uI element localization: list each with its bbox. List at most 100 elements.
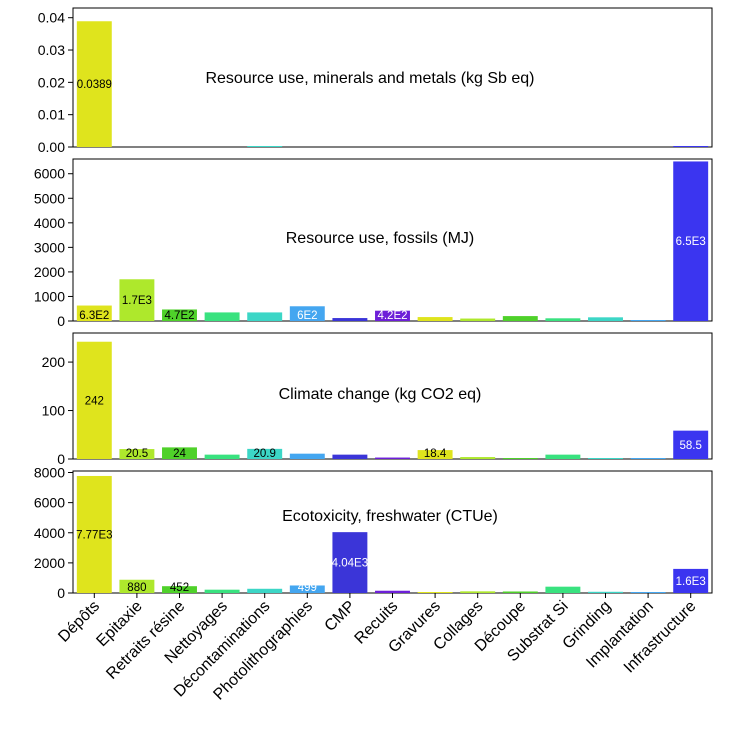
plot-frame xyxy=(72,470,713,594)
bar-8 xyxy=(375,590,410,593)
data-label: 0.0389 xyxy=(77,79,112,91)
bar-5 xyxy=(247,146,283,147)
y-tick-label: 0.04 xyxy=(38,10,65,26)
data-label: 6.3E2 xyxy=(79,310,109,322)
panel-1: 0.00 0.01 0.02 0.03 0.04 0.0389 Resource use, … xyxy=(38,7,713,155)
data-label: 6E2 xyxy=(297,310,317,322)
bar-3 xyxy=(162,309,197,321)
bar-5 xyxy=(247,448,283,459)
bar-8 xyxy=(375,457,410,459)
bar-1 xyxy=(76,21,112,148)
bar-9 xyxy=(417,592,453,593)
y-tick-label: 100 xyxy=(42,403,66,419)
bar-5 xyxy=(247,588,283,593)
data-label: 20.5 xyxy=(126,448,148,460)
bar-1 xyxy=(76,305,112,321)
data-label: 4.2E2 xyxy=(377,310,407,322)
bar-14 xyxy=(630,458,666,459)
data-label: 24 xyxy=(173,448,186,460)
y-tick-label: 6000 xyxy=(34,166,65,182)
bar-4 xyxy=(204,589,240,593)
bar-7 xyxy=(332,532,368,593)
data-label: 58.5 xyxy=(680,440,702,452)
y-tick-label: 0 xyxy=(57,585,65,601)
bar-4 xyxy=(204,454,240,459)
bar-2 xyxy=(119,279,155,321)
bar-6 xyxy=(289,306,325,321)
data-label: 452 xyxy=(170,582,189,594)
data-label: 4.7E2 xyxy=(164,310,194,322)
bar-7 xyxy=(332,318,368,321)
y-tick-label: 0.01 xyxy=(38,107,65,123)
x-tick-label: CMP xyxy=(322,598,359,635)
y-tick-label: 2000 xyxy=(34,555,65,571)
bar-8 xyxy=(375,310,410,321)
bar-10 xyxy=(460,318,496,321)
bar-1 xyxy=(76,475,112,593)
bar-14 xyxy=(630,592,666,593)
y-tick-label: 0.03 xyxy=(38,42,65,58)
y-tick-label: 6000 xyxy=(34,495,65,511)
bar-13 xyxy=(588,458,623,459)
bar-2 xyxy=(119,449,155,459)
bar-11 xyxy=(502,591,538,593)
bar-11 xyxy=(502,316,538,321)
bar-9 xyxy=(417,317,453,321)
panel-2: 0 1000 2000 3000 4000 5000 6000 6.3E2 1.7E3 4.7E2… xyxy=(34,158,713,329)
y-tick-label: 1000 xyxy=(34,288,65,304)
bar-3 xyxy=(162,586,197,593)
y-tick-label: 0 xyxy=(57,451,65,467)
panel-title: Resource use, minerals and metals (kg Sb… xyxy=(205,70,534,87)
data-label: 1.7E3 xyxy=(122,295,152,307)
data-label: 880 xyxy=(127,582,146,594)
panel-title: Ecotoxicity, freshwater (CTUe) xyxy=(282,508,498,525)
data-label: 18.4 xyxy=(424,448,447,460)
bar-15 xyxy=(673,430,709,459)
bar-12 xyxy=(545,586,581,593)
bar-12 xyxy=(545,318,581,321)
y-tick-label: 4000 xyxy=(34,525,65,541)
plot-frame xyxy=(72,7,713,148)
bar-15 xyxy=(673,146,709,147)
data-label: 7.77E3 xyxy=(76,529,112,541)
data-label: 242 xyxy=(85,395,104,407)
bar-13 xyxy=(588,591,623,593)
panel-4: 0 2000 4000 6000 8000 7.77E3 880 452 499 4.04E3 1.… xyxy=(34,465,713,601)
y-tick-label: 200 xyxy=(42,354,66,370)
y-tick-label: 4000 xyxy=(34,215,65,231)
bar-4 xyxy=(204,312,240,321)
data-label: 6.5E3 xyxy=(676,236,706,248)
bar-9 xyxy=(417,450,453,459)
bar-1 xyxy=(76,341,112,459)
data-label: 1.6E3 xyxy=(676,576,706,588)
bar-14 xyxy=(630,320,666,321)
y-tick-label: 0.00 xyxy=(38,139,65,155)
data-label: 4.04E3 xyxy=(332,558,368,570)
bar-13 xyxy=(588,317,623,321)
bar-7 xyxy=(332,454,368,459)
bar-5 xyxy=(247,312,283,321)
panel-3: 0 100 200 242 20.5 24 20.9 18.4 58.5 Climate chan… xyxy=(42,332,713,467)
y-tick-label: 3000 xyxy=(34,239,65,255)
y-tick-label: 2000 xyxy=(34,264,65,280)
y-tick-label: 0.02 xyxy=(38,74,65,90)
y-tick-label: 5000 xyxy=(34,190,65,206)
bar-15 xyxy=(673,568,709,593)
panel-title: Climate change (kg CO2 eq) xyxy=(279,386,482,403)
y-tick-label: 0 xyxy=(57,313,65,329)
data-label: 499 xyxy=(298,582,317,594)
bar-2 xyxy=(119,579,155,593)
y-tick-label: 8000 xyxy=(34,465,65,481)
data-label: 20.9 xyxy=(254,448,276,460)
bar-6 xyxy=(289,585,325,593)
bar-12 xyxy=(545,454,581,459)
panel-title: Resource use, fossils (MJ) xyxy=(286,230,475,247)
bar-15 xyxy=(673,161,709,321)
bar-11 xyxy=(502,458,538,459)
bar-10 xyxy=(460,591,496,593)
bar-10 xyxy=(460,457,496,459)
bar-6 xyxy=(289,453,325,459)
bar-3 xyxy=(162,447,197,459)
